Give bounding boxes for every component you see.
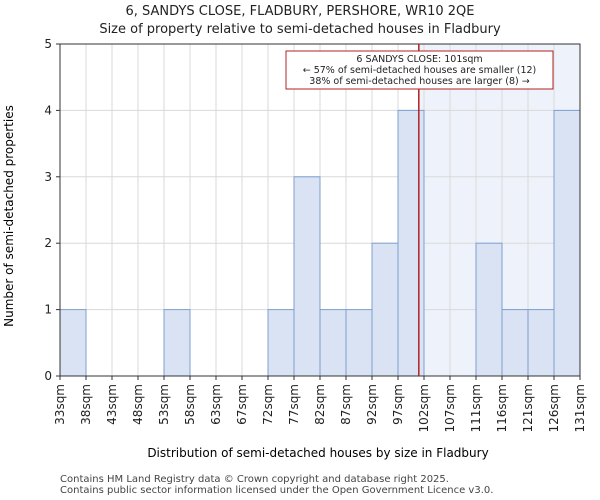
x-tick-label: 87sqm: [339, 384, 353, 425]
y-tick-label: 1: [44, 303, 52, 317]
x-tick-label: 53sqm: [157, 384, 171, 425]
histogram-bar: [397, 109, 425, 377]
x-tick-label: 82sqm: [313, 384, 327, 425]
histogram-bar: [553, 109, 581, 377]
x-tick-label: 77sqm: [287, 384, 301, 425]
histogram-bar: [319, 309, 347, 377]
annotation-line: ← 57% of semi-detached houses are smalle…: [303, 65, 537, 76]
footer-copyright: Contains HM Land Registry data © Crown c…: [60, 474, 449, 485]
x-tick-label: 97sqm: [391, 384, 405, 425]
histogram-bar: [267, 309, 295, 377]
histogram-bar: [345, 309, 373, 377]
x-tick-label: 121sqm: [521, 384, 535, 432]
x-tick-label: 107sqm: [443, 384, 457, 432]
histogram-bar: [527, 309, 555, 377]
y-tick-label: 2: [44, 236, 52, 250]
annotation-line: 38% of semi-detached houses are larger (…: [309, 76, 529, 87]
x-tick-label: 33sqm: [53, 384, 67, 425]
x-axis-label: Distribution of semi-detached houses by …: [147, 446, 488, 460]
x-tick-label: 131sqm: [573, 384, 587, 432]
histogram-bar: [501, 309, 529, 377]
chart-subtitle: Size of property relative to semi-detach…: [99, 22, 501, 37]
y-tick-label: 4: [44, 103, 52, 117]
x-tick-label: 43sqm: [105, 384, 119, 425]
x-tick-label: 72sqm: [261, 384, 275, 425]
x-tick-label: 126sqm: [547, 384, 561, 432]
annotation-box: [285, 50, 554, 90]
annotation-line: 6 SANDYS CLOSE: 101sqm: [356, 54, 482, 65]
x-tick-label: 102sqm: [417, 384, 431, 432]
y-tick-label: 0: [44, 369, 52, 383]
y-tick-label: 3: [44, 170, 52, 184]
histogram-bar: [475, 242, 503, 377]
histogram-bar: [293, 176, 321, 377]
footer-licence: Contains public sector information licen…: [60, 485, 494, 496]
x-tick-label: 111sqm: [469, 384, 483, 432]
histogram-bar: [163, 309, 191, 377]
x-tick-label: 38sqm: [79, 384, 93, 425]
x-tick-label: 92sqm: [365, 384, 379, 425]
x-tick-label: 58sqm: [183, 384, 197, 425]
x-tick-label: 67sqm: [235, 384, 249, 425]
y-axis-label: Number of semi-detached properties: [2, 105, 16, 327]
histogram-bar: [59, 309, 87, 377]
y-tick-label: 5: [44, 37, 52, 51]
x-tick-label: 63sqm: [209, 384, 223, 425]
chart-title: 6, SANDYS CLOSE, FLADBURY, PERSHORE, WR1…: [125, 4, 475, 19]
x-tick-label: 116sqm: [495, 384, 509, 432]
histogram-bar: [371, 242, 399, 377]
x-tick-label: 48sqm: [131, 384, 145, 425]
